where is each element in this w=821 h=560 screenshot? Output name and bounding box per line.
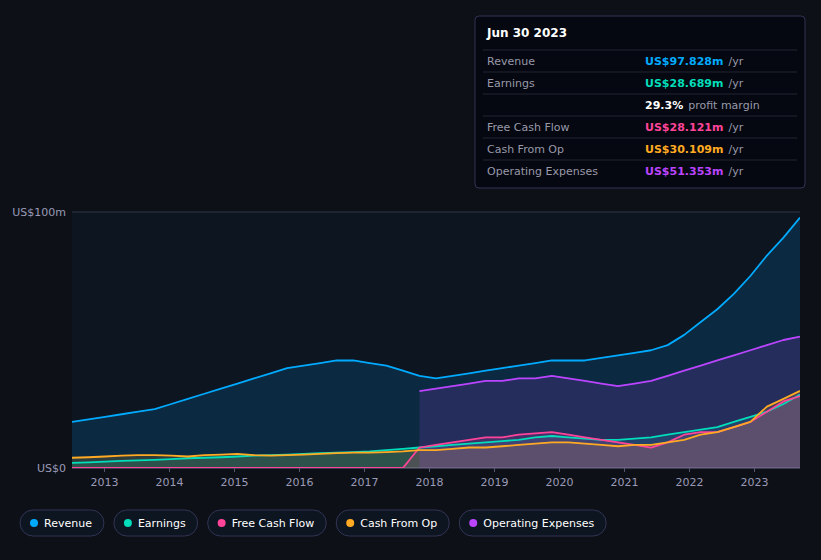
lines xyxy=(72,218,800,468)
line xyxy=(72,396,800,468)
legend-label: Cash From Op xyxy=(360,517,437,530)
legend-swatch xyxy=(30,519,38,527)
line xyxy=(72,395,800,463)
annotation-value: US$28.689m xyxy=(645,77,723,90)
legend: Revenue Earnings Free Cash Flow Cash From O… xyxy=(20,510,606,536)
legend-item: Earnings xyxy=(114,510,198,536)
x-tick-label: 2018 xyxy=(416,476,444,489)
x-tick-label: 2021 xyxy=(611,476,639,489)
annotation-divider xyxy=(483,116,797,117)
annotation-value: US$51.353m xyxy=(645,165,723,178)
y-tick-label: US$0 xyxy=(37,462,66,475)
legend-item: Cash From Op xyxy=(336,510,449,536)
annotation-box: Jun 30 2023 Revenue US$97.828m/yr Earnings U… xyxy=(475,16,805,188)
annotation-text: profit margin xyxy=(688,99,760,112)
x-tick xyxy=(169,468,170,472)
annotation-divider xyxy=(483,138,797,139)
annotation-value: US$97.828m xyxy=(645,55,723,68)
chart: US$0 US$100m 2013 2014 2015 2016 2017 2018 2019 2… xyxy=(0,0,821,560)
annotation-divider xyxy=(483,50,797,51)
x-tick xyxy=(559,468,560,472)
annotation-label: Revenue xyxy=(487,55,535,68)
legend-pill xyxy=(208,510,327,536)
x-tick-label: 2016 xyxy=(286,476,314,489)
legend-swatch xyxy=(469,519,477,527)
annotation-unit: /yr xyxy=(728,121,743,134)
x-tick-label: 2013 xyxy=(91,476,119,489)
axes: US$0 US$100m 2013 2014 2015 2016 2017 2018 2019 2… xyxy=(12,206,800,489)
legend-label: Revenue xyxy=(44,517,92,530)
annotation-unit: /yr xyxy=(728,143,743,156)
x-tick-label: 2020 xyxy=(546,476,574,489)
background xyxy=(0,0,821,560)
annotation-unit: /yr xyxy=(728,55,743,68)
legend-item: Revenue xyxy=(20,510,104,536)
areas xyxy=(72,218,800,468)
annotation-value: US$30.109m xyxy=(645,143,723,156)
y-tick-label: US$100m xyxy=(12,206,66,219)
annotation-divider xyxy=(483,94,797,95)
x-tick xyxy=(624,468,625,472)
legend-swatch xyxy=(346,519,354,527)
legend-pill xyxy=(336,510,449,536)
x-tick xyxy=(754,468,755,472)
annotation-title: Jun 30 2023 xyxy=(486,26,567,40)
line xyxy=(72,218,800,422)
legend-label: Earnings xyxy=(138,517,186,530)
annotation-label: Free Cash Flow xyxy=(487,121,570,134)
annotation-unit: /yr xyxy=(728,165,743,178)
x-tick xyxy=(494,468,495,472)
annotation-value: 29.3% xyxy=(645,99,683,112)
line xyxy=(419,337,800,392)
x-tick xyxy=(234,468,235,472)
x-tick-label: 2019 xyxy=(481,476,509,489)
annotation-frame xyxy=(475,16,805,188)
marks xyxy=(72,218,800,468)
annotation-label: Operating Expenses xyxy=(487,165,598,178)
legend-pill xyxy=(20,510,104,536)
x-tick-label: 2014 xyxy=(156,476,184,489)
x-tick xyxy=(104,468,105,472)
x-tick-label: 2022 xyxy=(676,476,704,489)
legend-swatch xyxy=(124,519,132,527)
annotation-divider xyxy=(483,72,797,73)
x-tick-label: 2017 xyxy=(351,476,379,489)
legend-swatch xyxy=(218,519,226,527)
x-tick-label: 2023 xyxy=(741,476,769,489)
annotation-value: US$28.121m xyxy=(645,121,723,134)
legend-label: Operating Expenses xyxy=(483,517,594,530)
x-tick-label: 2015 xyxy=(221,476,249,489)
annotation-divider xyxy=(483,160,797,161)
line xyxy=(72,391,800,458)
annotation-label: Earnings xyxy=(487,77,535,90)
grid-line xyxy=(72,212,800,213)
annotation-unit: /yr xyxy=(728,77,743,90)
legend-item: Operating Expenses xyxy=(459,510,606,536)
legend-pill xyxy=(114,510,198,536)
x-tick xyxy=(689,468,690,472)
x-tick xyxy=(429,468,430,472)
legend-pill xyxy=(459,510,606,536)
area xyxy=(72,218,800,468)
x-tick xyxy=(364,468,365,472)
x-tick xyxy=(299,468,300,472)
plot-area xyxy=(72,212,800,468)
legend-label: Free Cash Flow xyxy=(232,517,315,530)
annotation-label: Cash From Op xyxy=(487,143,564,156)
legend-item: Free Cash Flow xyxy=(208,510,327,536)
